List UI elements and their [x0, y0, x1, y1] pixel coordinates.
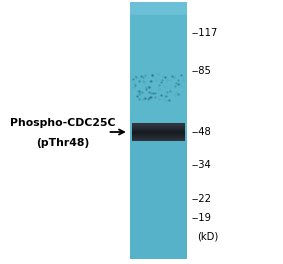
Text: --19: --19 [191, 213, 211, 223]
Bar [132, 136, 185, 137]
Bar [134, 137, 183, 140]
Text: --117: --117 [191, 28, 217, 38]
Bar [132, 123, 185, 124]
Bar [132, 131, 185, 132]
Text: (kD): (kD) [197, 231, 219, 241]
Bar [132, 129, 185, 130]
Bar [132, 138, 185, 139]
Text: (pThr48): (pThr48) [36, 138, 89, 148]
Bar [132, 135, 185, 136]
Text: --85: --85 [191, 66, 211, 76]
Text: Phospho-CDC25C: Phospho-CDC25C [10, 118, 115, 128]
Bar [132, 127, 185, 128]
Bar [132, 132, 185, 133]
Bar [132, 126, 185, 127]
Bar [132, 130, 185, 131]
Bar [132, 140, 185, 141]
Text: --22: --22 [191, 194, 211, 204]
Text: --48: --48 [191, 127, 211, 137]
Text: --34: --34 [191, 160, 211, 170]
Bar [132, 137, 185, 138]
Bar [132, 125, 185, 126]
Bar [132, 134, 185, 135]
Bar [132, 128, 185, 129]
Bar [132, 133, 185, 134]
Bar [132, 124, 185, 125]
Bar [132, 139, 185, 140]
